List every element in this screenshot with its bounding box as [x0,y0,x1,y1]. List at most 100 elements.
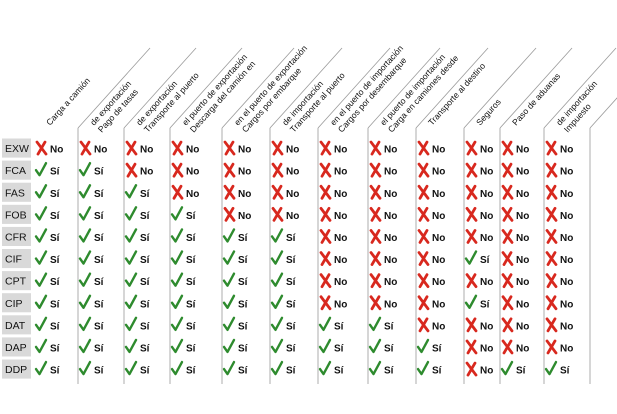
answer-yes: Sí [238,233,249,244]
cross-icon [465,206,478,222]
cross-icon [271,184,284,200]
answer-yes: Sí [140,343,151,354]
column-separator-diagonal [169,47,243,129]
answer-no: No [480,189,493,200]
cross-icon [545,317,558,333]
answer-no: No [516,211,529,222]
answer-no: No [480,366,493,377]
answer-no: No [480,211,493,222]
check-icon [34,228,48,243]
answer-no: No [384,277,397,288]
answer-no: No [384,211,397,222]
term-label-background [2,138,31,158]
answer-no: No [480,321,493,332]
answer-no: No [560,167,573,178]
answer-no: No [516,343,529,354]
column-separators [77,47,617,384]
check-icon [78,272,92,287]
answer-yes: Sí [140,299,151,310]
answer-no: No [286,167,299,178]
term-label: CIP [5,298,23,310]
cross-icon [501,229,514,244]
cross-icon [271,140,284,156]
answer-yes: Sí [286,321,297,332]
check-icon [464,294,478,309]
cross-icon [319,251,332,266]
answer-yes: Sí [432,343,443,354]
cross-icon [79,140,92,156]
answer-no: No [480,145,493,156]
answer-no: No [560,299,573,310]
term-label-background [2,315,31,335]
check-icon [222,294,236,309]
check-icon [78,338,92,354]
cross-icon [369,251,382,266]
term-label-background [2,182,31,202]
check-icon [34,161,48,177]
answer-yes: Sí [94,167,105,178]
answer-no: No [384,145,397,156]
answer-yes: Sí [50,277,61,288]
cross-icon [417,162,430,178]
check-icon [222,272,236,287]
answer-no: No [560,321,573,332]
answer-yes: Sí [286,277,297,288]
answer-no: No [432,299,445,310]
cross-icon [465,162,478,178]
cross-icon [545,273,558,289]
table-row: FAS Sí Sí Sí No No No No No No No No No [2,182,573,202]
term-label-background [2,293,31,313]
answer-yes: Sí [140,211,151,222]
cross-icon [501,251,514,266]
column-separator-diagonal [589,97,617,129]
table-body: EXW No No No No No No No No No No No No FCA Sí Sí No No No… [2,138,573,379]
column-separator-diagonal [543,47,617,129]
cross-icon [465,317,478,333]
check-icon [124,184,138,199]
answer-no: No [334,277,347,288]
answer-no: No [432,255,445,266]
check-icon [34,294,48,309]
answer-no: No [94,145,107,156]
check-icon [500,360,514,376]
answer-yes: Sí [432,366,443,377]
answer-no: No [384,299,397,310]
cross-icon [545,206,558,222]
check-icon [124,294,138,309]
table-row: CIF Sí Sí Sí Sí Sí Sí No No No Sí No No [2,249,573,269]
answer-no: No [432,145,445,156]
answer-yes: Sí [94,233,105,244]
table-row: CPT Sí Sí Sí Sí Sí Sí No No No No No No [2,271,573,291]
check-icon [270,360,284,376]
cross-icon [465,184,478,200]
answer-yes: Sí [140,277,151,288]
cross-icon [465,140,478,156]
answer-no: No [432,167,445,178]
cross-icon [369,140,382,156]
answer-no: No [432,189,445,200]
answer-yes: Sí [140,189,151,200]
answer-yes: Sí [186,343,197,354]
answer-yes: Sí [50,167,61,178]
answer-no: No [516,233,529,244]
answer-no: No [140,167,153,178]
answer-no: No [480,343,493,354]
check-icon [78,360,92,376]
check-icon [416,360,430,376]
answer-no: No [560,233,573,244]
cross-icon [369,295,382,311]
check-icon [270,316,284,332]
answer-no: No [516,321,529,332]
cross-icon [369,184,382,200]
answer-no: No [480,233,493,244]
cross-icon [501,184,514,200]
check-icon [78,161,92,177]
term-label-background [2,337,31,357]
answer-no: No [516,299,529,310]
check-icon [170,316,184,332]
answer-no: No [334,255,347,266]
answer-yes: Sí [50,343,61,354]
cross-icon [417,140,430,156]
